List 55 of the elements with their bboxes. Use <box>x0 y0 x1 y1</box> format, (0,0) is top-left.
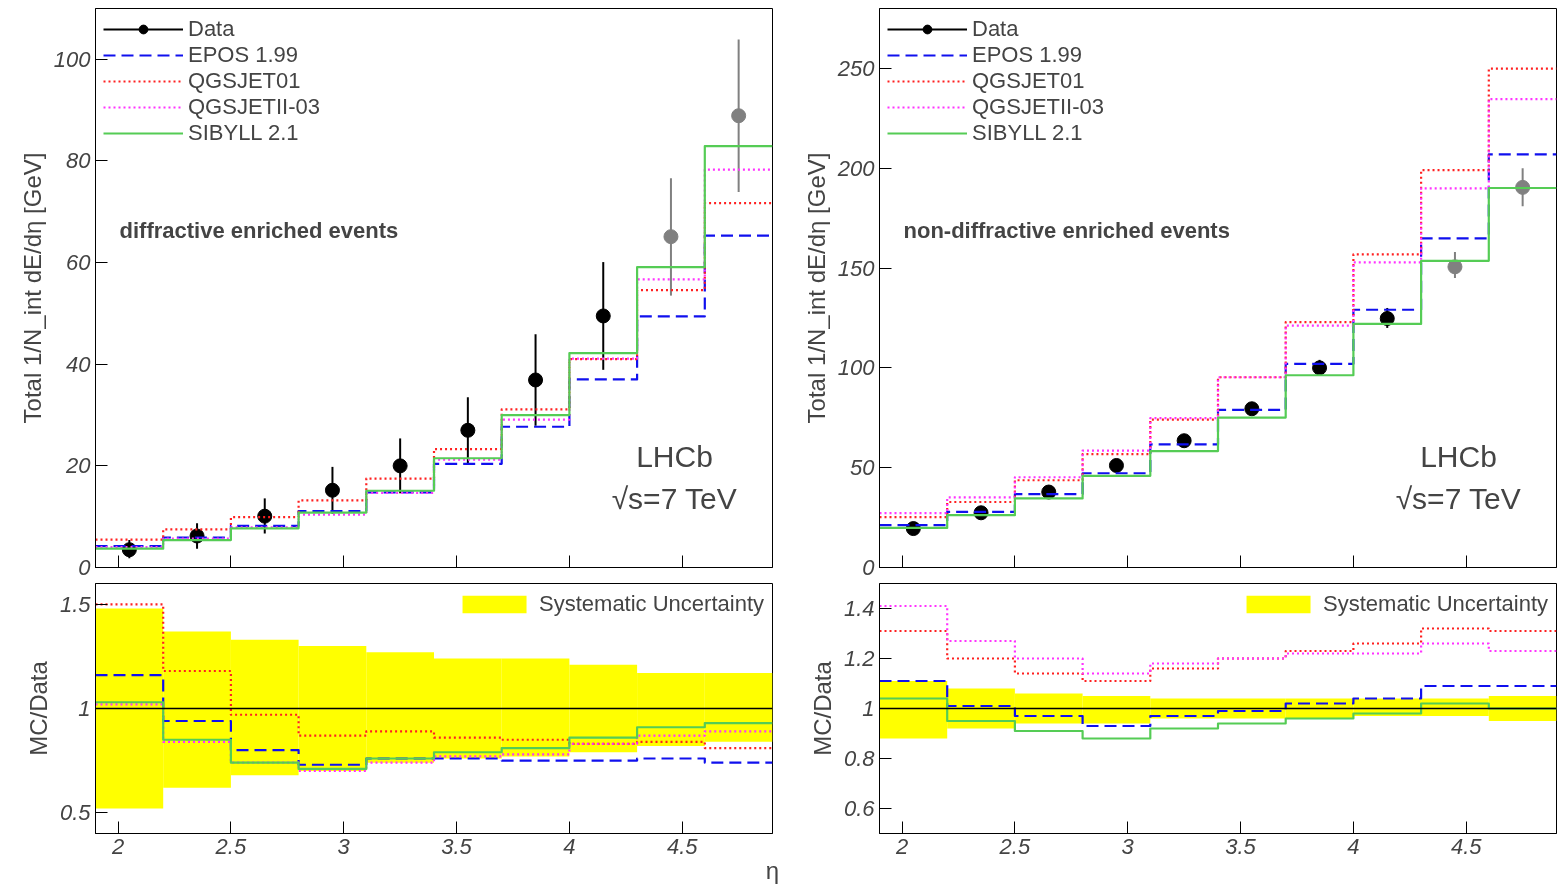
x-tick-label: 4.5 <box>666 833 699 859</box>
annotation: √s=7 TeV <box>1395 481 1521 515</box>
x-tick-label: 4 <box>1347 833 1360 859</box>
y-tick-label: 0 <box>862 555 876 580</box>
legend-label: QGSJET01 <box>188 68 301 94</box>
annotation: non-diffractive enriched events <box>903 217 1230 243</box>
y-tick-label: 250 <box>836 55 876 81</box>
y-tick-label: 20 <box>65 453 92 479</box>
y-tick-label: 1.2 <box>843 646 875 671</box>
legend-label: Data <box>972 16 1019 42</box>
x-tick-label: 3.5 <box>1225 833 1257 859</box>
annotation: LHCb <box>1420 439 1497 473</box>
y-tick-label: 0.8 <box>843 746 876 771</box>
y-tick-label: 1.5 <box>59 591 92 617</box>
legend-label: Data <box>188 16 235 42</box>
x-tick-label: 2.5 <box>998 833 1031 859</box>
x-tick-label: 2 <box>894 833 909 859</box>
y-tick-label: 0.6 <box>843 796 876 821</box>
legend-label: SIBYLL 2.1 <box>188 120 299 146</box>
legend-label: QGSJETII-03 <box>188 94 321 120</box>
y-tick-label: 100 <box>53 46 92 72</box>
x-tick-label: 2.5 <box>214 833 247 859</box>
x-tick-label: 3 <box>337 833 351 859</box>
legend-label: EPOS 1.99 <box>188 42 299 68</box>
x-tick-label: 2 <box>110 833 125 859</box>
y-tick-label: 150 <box>837 255 876 281</box>
y-axis-title: MC/Data <box>24 660 52 756</box>
legend-label: EPOS 1.99 <box>972 42 1083 68</box>
legend-label: QGSJET01 <box>972 68 1085 94</box>
annotation: diffractive enriched events <box>119 217 399 243</box>
x-axis-title: η <box>765 856 780 884</box>
x-tick-label: 4 <box>563 833 576 859</box>
y-tick-label: 80 <box>66 148 92 174</box>
y-tick-label: 100 <box>837 355 876 381</box>
y-axis-title: Total 1/N_int dE/dη [GeV] <box>18 152 46 424</box>
legend-label: Systematic Uncertainty <box>1323 591 1548 617</box>
legend-label: QGSJETII-03 <box>972 94 1105 120</box>
y-tick-label: 50 <box>850 455 876 481</box>
legend-label: Systematic Uncertainty <box>539 591 764 617</box>
y-tick-label: 1 <box>78 696 91 721</box>
y-axis-title: Total 1/N_int dE/dη [GeV] <box>802 152 830 424</box>
x-tick-label: 4.5 <box>1450 833 1483 859</box>
y-tick-label: 60 <box>66 250 92 276</box>
y-tick-label: 0.5 <box>59 800 92 826</box>
y-axis-title: MC/Data <box>808 660 836 756</box>
annotation: √s=7 TeV <box>611 481 737 515</box>
y-tick-label: 40 <box>66 351 92 377</box>
y-tick-label: 1.4 <box>843 596 875 621</box>
x-tick-label: 3 <box>1121 833 1135 859</box>
legend-label: SIBYLL 2.1 <box>972 120 1083 146</box>
y-tick-label: 200 <box>836 155 876 181</box>
x-tick-label: 3.5 <box>441 833 473 859</box>
annotation: LHCb <box>636 439 713 473</box>
y-tick-label: 0 <box>78 555 92 580</box>
y-tick-label: 1 <box>862 696 875 721</box>
